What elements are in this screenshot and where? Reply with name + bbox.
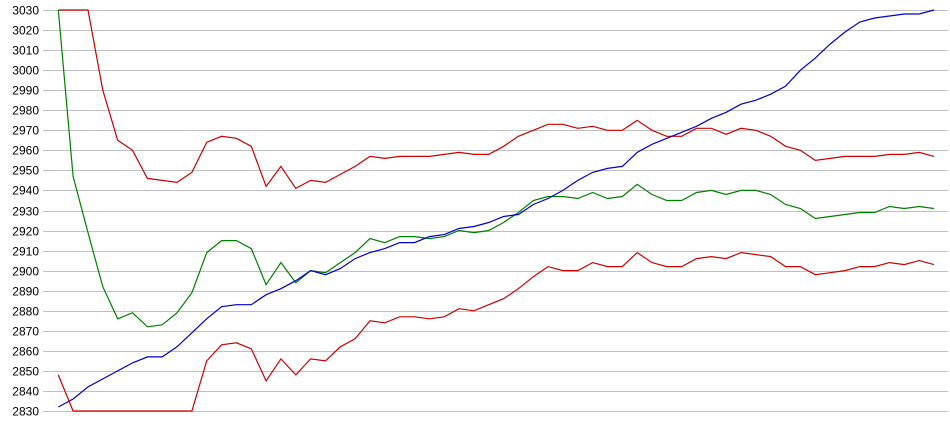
series-line-1 <box>57 9 935 328</box>
y-tick-label: 2930 <box>12 205 39 219</box>
y-tick-label: 2950 <box>12 164 39 178</box>
series-lines <box>57 9 935 412</box>
y-tick-label: 2990 <box>12 84 39 98</box>
y-axis-ticks: 3030 3020 3010 3000 2990 2980 2970 2960 2950 2940… <box>12 4 39 419</box>
y-tick-label: 2900 <box>12 265 39 279</box>
y-tick-label: 2850 <box>12 365 39 379</box>
series-line-2 <box>58 9 935 408</box>
y-tick-label: 2980 <box>12 104 39 118</box>
y-tick-label: 3020 <box>12 24 39 38</box>
y-tick-label: 3010 <box>12 44 39 58</box>
y-tick-label: 2840 <box>12 385 39 399</box>
y-tick-label: 3000 <box>12 64 39 78</box>
y-tick-label: 2890 <box>12 285 39 299</box>
series-line-0 <box>58 9 935 190</box>
y-tick-label: 2920 <box>12 225 39 239</box>
y-tick-label: 2960 <box>12 144 39 158</box>
y-tick-label: 3030 <box>12 4 39 18</box>
y-tick-label: 2830 <box>12 405 39 419</box>
y-tick-label: 2880 <box>12 305 39 319</box>
series-line-3 <box>57 251 935 412</box>
y-tick-label: 2940 <box>12 184 39 198</box>
y-tick-label: 2870 <box>12 325 39 339</box>
y-tick-label: 2970 <box>12 124 39 138</box>
y-tick-label: 2910 <box>12 245 39 259</box>
grid-lines <box>43 10 948 412</box>
y-tick-label: 2860 <box>12 345 39 359</box>
